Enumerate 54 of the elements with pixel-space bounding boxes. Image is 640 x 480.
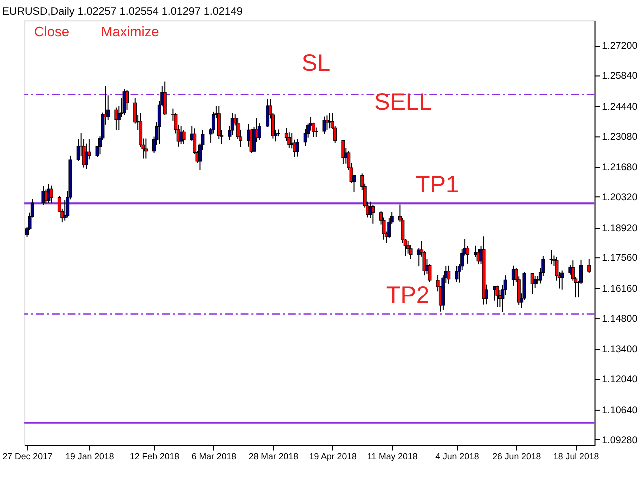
y-tick-label: 1.21680: [602, 162, 638, 174]
y-tick-label: 1.10640: [602, 405, 638, 416]
chart-title: EURUSD,Daily 1.02257 1.02554 1.01297 1.02149: [2, 6, 243, 18]
x-tick-label: 4 Jun 2018: [436, 452, 480, 462]
y-tick-label: 1.16160: [602, 284, 638, 295]
x-tick-label: 19 Jan 2018: [66, 452, 114, 462]
candlestick: [588, 258, 592, 274]
candlestick: [288, 132, 292, 149]
candlestick: [314, 127, 318, 138]
candlestick: [182, 130, 186, 145]
x-tick-label: 12 Feb 2018: [130, 452, 180, 462]
annotation: TP1: [416, 172, 460, 198]
candlestick: [163, 81, 167, 116]
candlestick: [455, 266, 459, 283]
x-tick-label: 18 Jul 2018: [554, 452, 600, 462]
candlestick: [144, 138, 148, 160]
y-tick-label: 1.24440: [602, 102, 638, 113]
candlestick: [560, 270, 564, 290]
candlestick: [42, 186, 46, 206]
x-tick-label: 26 Jun 2018: [492, 452, 542, 462]
y-tick-label: 1.09280: [602, 435, 638, 446]
x-tick-label: 28 Mar 2018: [248, 452, 299, 462]
y-tick-label: 1.18920: [602, 223, 638, 234]
y-tick-label: 1.17560: [602, 253, 638, 264]
y-tick-label: 1.13400: [602, 344, 638, 356]
candlestick: [325, 115, 330, 130]
candlestick: [550, 250, 554, 266]
annotation: Maximize: [101, 24, 160, 40]
y-tick-label: 1.25840: [602, 71, 638, 82]
candlestick: [328, 112, 332, 130]
annotation: TP2: [386, 282, 430, 308]
candlestick: [47, 184, 51, 204]
x-tick-label: 6 Mar 2018: [192, 452, 237, 462]
candlestick: [371, 204, 375, 224]
candlestick: [126, 89, 130, 111]
x-tick-label: 27 Dec 2017: [2, 452, 53, 462]
y-tick-label: 1.27200: [602, 41, 638, 52]
candlestick: [409, 244, 413, 260]
y-tick-label: 1.23080: [602, 132, 638, 143]
y-tick-label: 1.12040: [602, 374, 638, 386]
annotation: Close: [34, 24, 70, 40]
x-tick-label: 11 May 2018: [367, 452, 418, 462]
candlestick: [50, 185, 54, 204]
candlestick: [296, 138, 300, 158]
candlestick: [322, 116, 326, 135]
annotation: SL: [302, 50, 331, 76]
x-tick-label: 19 Apr 2018: [309, 452, 358, 462]
candlestick: [447, 265, 451, 284]
y-tick-label: 1.20320: [602, 192, 638, 204]
candlestick: [342, 140, 346, 165]
candlestick: [534, 276, 538, 289]
candlestick: [84, 143, 88, 170]
annotation: SELL: [374, 89, 432, 116]
y-tick-label: 1.14800: [602, 314, 638, 325]
